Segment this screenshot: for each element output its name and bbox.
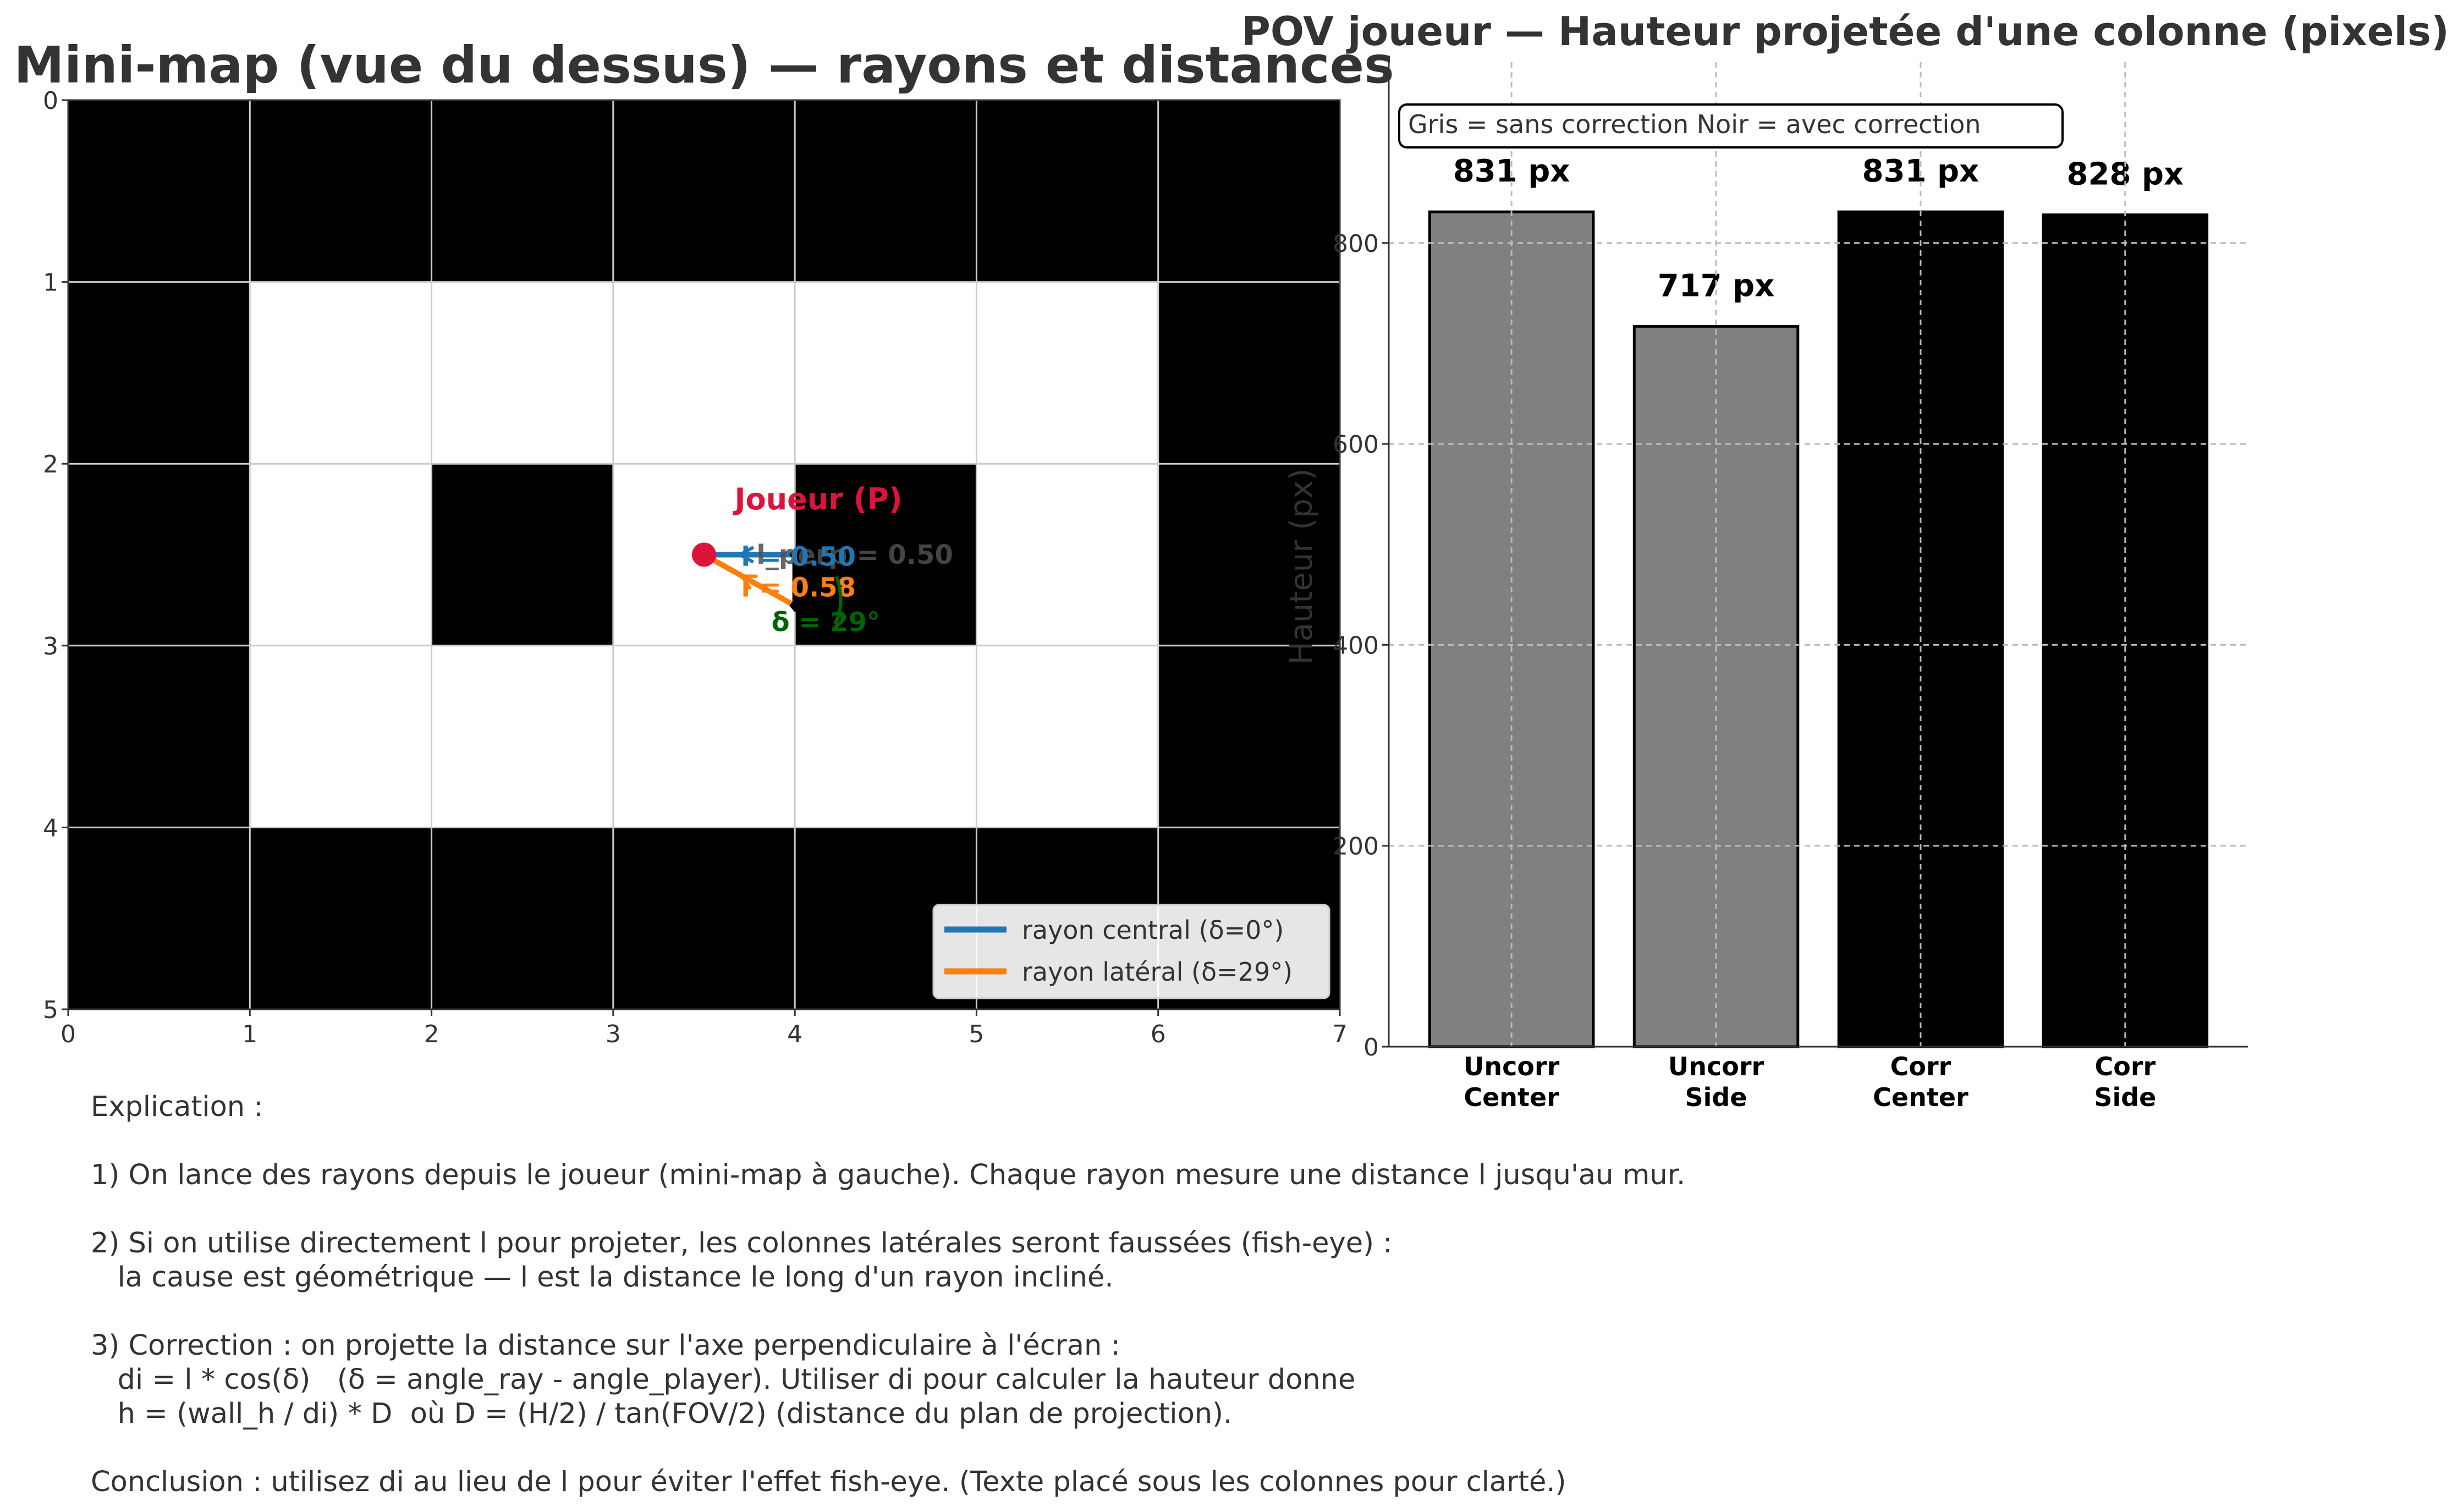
wall-cell (1158, 282, 1340, 464)
minimap-chart: 0 1 2 3 4 5 6 7 0 1 2 3 4 5 Mini-map (vue du dessus) —… (14, 36, 1394, 1048)
wall-cell (613, 827, 795, 1009)
lateral-ray (702, 552, 796, 608)
explanation-line (91, 1295, 2401, 1329)
wall-cell (68, 645, 250, 828)
y-tick-label: 1 (43, 269, 58, 297)
wall-cell (613, 100, 795, 282)
angle-label: δ = 29° (772, 607, 880, 637)
wall-cell (68, 282, 250, 464)
annotation-text: Gris = sans correction Noir = avec corre… (1408, 109, 1981, 139)
floor-cell (613, 645, 795, 828)
player-marker (692, 542, 716, 567)
x-tick-label: 5 (969, 1020, 984, 1048)
wall-cell (68, 100, 250, 282)
wall-cell (431, 464, 613, 646)
floor-cell (431, 282, 613, 464)
x-tick-label: 6 (1151, 1020, 1166, 1048)
player-label: Joueur (P) (733, 482, 903, 516)
floor-cell (795, 645, 977, 828)
x-tick-label: Uncorr Side (1668, 1052, 1764, 1112)
angle-arc (833, 576, 843, 625)
explanation-line: 3) Correction : on projette la distance … (91, 1329, 1120, 1362)
wall-cell (431, 827, 613, 1009)
floor-cell (250, 645, 432, 828)
floor-cell (976, 282, 1158, 464)
minimap-frame (67, 99, 1341, 1010)
x-tick-label: 7 (1332, 1020, 1348, 1048)
explanation-line (91, 1124, 2401, 1158)
wall-cell (68, 464, 250, 646)
ray-arrowhead (739, 546, 755, 564)
explanation-line: h = (wall_h / di) * D où D = (H/2) / tan… (91, 1398, 1233, 1430)
minimap-legend: rayon central (δ=0°) rayon latéral (δ=29°… (932, 904, 1330, 999)
wall-cell (795, 100, 977, 282)
floor-cell (976, 645, 1158, 828)
ray-label-central: l = 0.50 (741, 541, 856, 572)
floor-cell (613, 282, 795, 464)
x-tick-label: Corr Side (2094, 1052, 2156, 1112)
x-tick-label: 4 (787, 1020, 802, 1048)
explanation-line: 1) On lance des rayons depuis le joueur … (91, 1159, 1686, 1191)
y-tick-label: 4 (43, 814, 58, 842)
y-tick-label: 0 (43, 87, 58, 115)
explanation-line: la cause est géométrique — l est la dist… (91, 1261, 1114, 1294)
wall-cell (250, 100, 432, 282)
explanation-line: 2) Si on utilise directement l pour proj… (91, 1227, 1393, 1260)
x-tick-label: 2 (424, 1020, 439, 1048)
x-tick-label: 1 (242, 1020, 257, 1048)
y-tick-label: 3 (43, 633, 58, 661)
explanation-line: Conclusion : utilisez di au lieu de l po… (91, 1466, 1566, 1498)
floor-cell (795, 282, 977, 464)
y-tick-label: 800 (1333, 230, 1379, 258)
wall-cell (795, 464, 977, 646)
floor-cell (431, 645, 613, 828)
wall-cell (1158, 645, 1340, 828)
y-tick-label: 400 (1333, 631, 1379, 659)
explanation-text: Explication : 1) On lance des rayons dep… (91, 1090, 2401, 1499)
annotation-box (1398, 103, 2064, 149)
wall-cell (976, 100, 1158, 282)
wall-cell (68, 827, 250, 1009)
legend-label: rayon central (δ=0°) (1022, 915, 1284, 945)
wall-cell (250, 827, 432, 1009)
x-tick-label: Corr Center (1873, 1052, 1968, 1112)
wall-cell (1158, 100, 1340, 282)
y-tick-label: 600 (1333, 431, 1379, 459)
y-tick-label: 2 (43, 450, 58, 479)
ray-endpoint-marker (789, 599, 801, 613)
ray-endpoint-marker (789, 548, 801, 562)
explanation-line (91, 1192, 2401, 1227)
minimap-title: Mini-map (vue du dessus) — rayons et dis… (14, 36, 1394, 95)
y-tick-label: 0 (1363, 1033, 1379, 1062)
ray-label-perp: l_perp = 0.50 (756, 540, 953, 570)
wall-cell (1158, 464, 1340, 646)
legend-box (932, 904, 1330, 999)
explanation-line (91, 1431, 2401, 1465)
wall-cell (431, 100, 613, 282)
explanation-line: Explication : (91, 1091, 263, 1123)
legend-label: rayon latéral (δ=29°) (1022, 957, 1293, 987)
y-axis-label: Hauteur (px) (1284, 468, 1319, 664)
floor-cell (976, 464, 1158, 646)
bar-chart-title: POV joueur — Hauteur projetée d'une colo… (1241, 8, 2449, 54)
explanation-line: di = l * cos(δ) (δ = angle_ray - angle_p… (91, 1363, 1356, 1396)
ray-arrowhead (740, 574, 758, 590)
y-tick-label: 200 (1333, 833, 1379, 861)
bar-chart: POV joueur — Hauteur projetée d'une colo… (1241, 8, 2449, 1112)
x-tick-label: 3 (606, 1020, 621, 1048)
x-tick-label: Uncorr Center (1464, 1052, 1560, 1112)
x-tick-label: 0 (61, 1020, 76, 1048)
floor-cell (250, 464, 432, 646)
y-tick-label: 5 (43, 996, 58, 1024)
floor-cell (250, 282, 432, 464)
